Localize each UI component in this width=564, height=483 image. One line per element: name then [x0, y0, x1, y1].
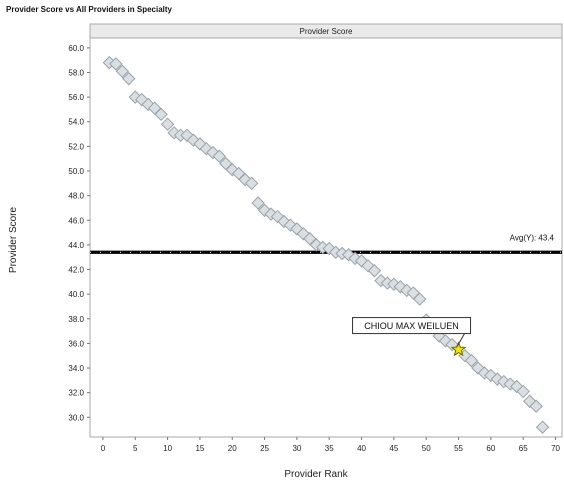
- x-tick-label: 50: [422, 444, 431, 453]
- data-point: [154, 107, 168, 122]
- data-point: [367, 264, 382, 278]
- x-tick-label: 40: [357, 444, 366, 453]
- y-tick-label: 44.0: [68, 241, 84, 250]
- data-point: [464, 353, 479, 368]
- callout-pointer: [457, 333, 465, 346]
- x-tick-label: 60: [486, 444, 495, 453]
- x-axis-ticks: 0 5 10 15 20 25 30 35 40 45 50 55 60 65 70: [101, 437, 561, 453]
- data-point: [529, 399, 543, 413]
- y-axis-label: Provider Score: [8, 206, 19, 273]
- y-tick-label: 56.0: [68, 93, 84, 102]
- data-point: [109, 57, 123, 71]
- x-tick-label: 20: [228, 444, 237, 453]
- y-tick-label: 30.0: [68, 413, 84, 422]
- data-point: [244, 176, 259, 191]
- x-tick-label: 70: [551, 444, 560, 453]
- data-point: [251, 196, 265, 210]
- data-point: [122, 71, 136, 86]
- x-tick-label: 45: [389, 444, 398, 453]
- chart-title: Provider Score vs All Providers in Speci…: [6, 5, 172, 14]
- data-point: [212, 149, 227, 163]
- y-tick-label: 32.0: [68, 389, 84, 398]
- panel-header-label: Provider Score: [300, 27, 353, 36]
- callout-box: [352, 317, 472, 335]
- x-tick-label: 65: [519, 444, 528, 453]
- y-tick-label: 54.0: [68, 118, 84, 127]
- y-tick-label: 46.0: [68, 216, 84, 225]
- x-tick-label: 35: [325, 444, 334, 453]
- star-icon: [450, 341, 467, 357]
- data-point: [413, 292, 427, 306]
- data-point: [516, 384, 530, 399]
- y-tick-label: 36.0: [68, 339, 84, 348]
- y-tick-label: 48.0: [68, 192, 84, 201]
- x-tick-label: 55: [454, 444, 463, 453]
- x-axis-label: Provider Rank: [284, 469, 348, 480]
- callout-label: CHIOU MAX WEILUEN: [364, 321, 459, 331]
- y-tick-label: 34.0: [68, 364, 84, 373]
- y-tick-label: 60.0: [68, 44, 84, 53]
- data-point: [341, 248, 356, 262]
- x-tick-label: 15: [195, 444, 204, 453]
- x-tick-label: 5: [133, 444, 138, 453]
- x-tick-label: 0: [101, 444, 106, 453]
- y-tick-label: 58.0: [68, 68, 84, 77]
- average-label: Avg(Y): 43.4: [510, 233, 555, 242]
- x-tick-label: 30: [292, 444, 301, 453]
- y-tick-label: 52.0: [68, 142, 84, 151]
- x-tick-label: 25: [260, 444, 269, 453]
- y-axis-ticks: 30.0 32.0 34.0 36.0 38.0 40.0 42.0 44.0 46.0 48.0…: [68, 44, 90, 422]
- data-point: [160, 117, 175, 131]
- y-tick-label: 40.0: [68, 290, 84, 299]
- y-tick-label: 50.0: [68, 167, 84, 176]
- data-points: [102, 55, 550, 434]
- x-tick-label: 10: [163, 444, 172, 453]
- average-line-group: Avg(Y): 43.4: [90, 233, 562, 254]
- y-tick-label: 38.0: [68, 315, 84, 324]
- highlight-group: CHIOU MAX WEILUEN: [352, 317, 472, 357]
- data-point: [115, 64, 130, 78]
- data-point: [535, 420, 550, 434]
- y-tick-label: 42.0: [68, 266, 84, 275]
